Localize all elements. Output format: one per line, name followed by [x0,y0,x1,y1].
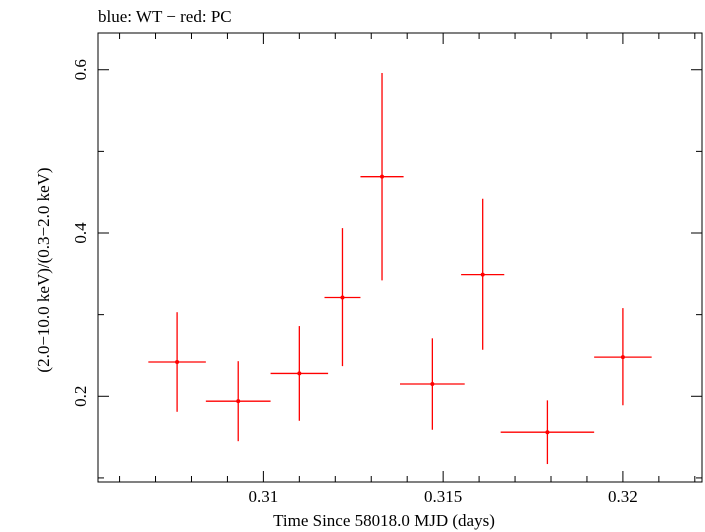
x-axis-tick-labels: 0.31 0.315 0.32 [249,487,638,506]
data-point [480,272,485,277]
series-layer [148,73,652,465]
x-tick-label: 0.315 [424,487,462,506]
y-tick-label: 0.2 [71,386,90,407]
data-point [297,371,302,376]
data-point [545,430,550,435]
x-axis-ticks [119,33,696,482]
series-pc [148,73,652,465]
data-point [340,295,345,300]
x-tick-label: 0.32 [608,487,638,506]
x-axis-label: Time Since 58018.0 MJD (days) [273,511,495,530]
x-tick-label: 0.31 [249,487,279,506]
data-point [620,355,625,360]
data-point [175,359,180,364]
data-point [430,382,435,387]
y-axis-label: (2.0−10.0 keV)/(0.3−2.0 keV) [34,167,53,372]
y-axis-ticks [98,69,702,479]
plot-frame [97,32,703,483]
y-axis-tick-labels: 0.2 0.4 0.6 [71,59,90,407]
data-point [236,399,241,404]
y-tick-label: 0.4 [71,222,90,244]
y-tick-label: 0.6 [71,59,90,80]
data-point [380,174,385,179]
chart-title: blue: WT − red: PC [98,7,232,26]
